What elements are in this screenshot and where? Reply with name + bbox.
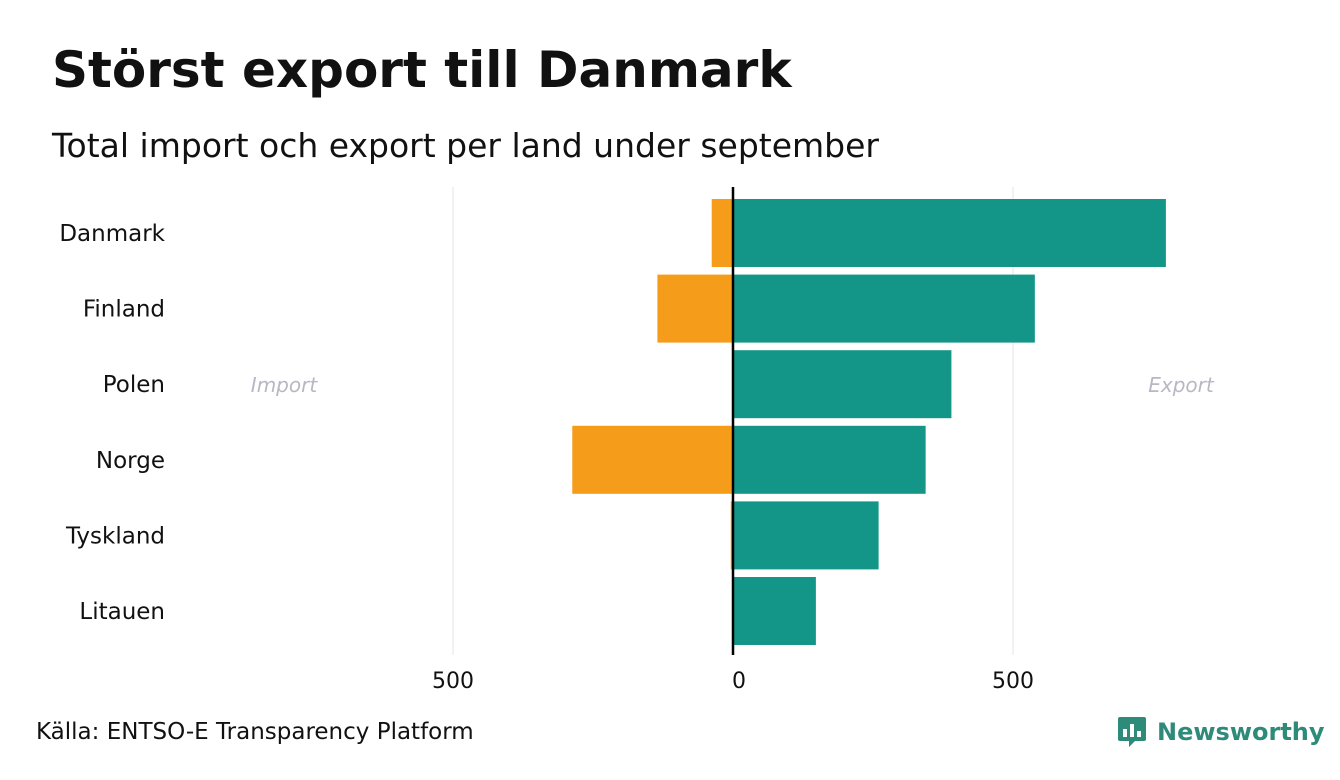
side-label-import: Import	[251, 373, 319, 397]
newsworthy-logo: Newsworthy	[1117, 712, 1325, 752]
x-axis-tick-labels: 500 0 500	[432, 669, 1034, 694]
bar-export-litauen	[733, 577, 816, 645]
bar-export-danmark	[733, 199, 1166, 267]
newsworthy-chart-bubble-icon	[1118, 717, 1146, 747]
source-note: Källa: ENTSO-E Transparency Platform	[36, 719, 474, 745]
bar-export-finland	[733, 274, 1035, 343]
chart-title: Störst export till Danmark	[52, 41, 792, 99]
category-label-polen: Polen	[103, 372, 165, 398]
bar-import-finland	[657, 274, 733, 343]
category-label-norge: Norge	[96, 448, 165, 474]
x-tick-label-0: 500	[432, 669, 474, 694]
side-labels: Import Export	[251, 373, 1215, 397]
category-labels: Danmark Finland Polen Norge Tyskland Litauen	[59, 221, 165, 625]
side-label-export: Export	[1148, 373, 1215, 397]
category-label-danmark: Danmark	[59, 221, 165, 247]
x-tick-label-1: 0	[732, 669, 746, 694]
bar-export-polen	[733, 350, 952, 419]
bars	[572, 199, 1166, 645]
logo-text: Newsworthy	[1157, 718, 1325, 746]
category-label-tyskland: Tyskland	[65, 523, 165, 549]
bar-import-norge	[572, 425, 733, 494]
bar-export-norge	[733, 425, 926, 494]
category-label-finland: Finland	[83, 297, 165, 323]
bar-import-danmark	[711, 199, 733, 267]
import-export-bar-chart: Import Export Danmark Finland Polen Norge Tys…	[59, 187, 1215, 694]
bar-export-tyskland	[733, 501, 879, 570]
chart-subtitle: Total import och export per land under s…	[52, 126, 879, 165]
x-tick-label-2: 500	[992, 669, 1034, 694]
category-label-litauen: Litauen	[79, 599, 165, 625]
